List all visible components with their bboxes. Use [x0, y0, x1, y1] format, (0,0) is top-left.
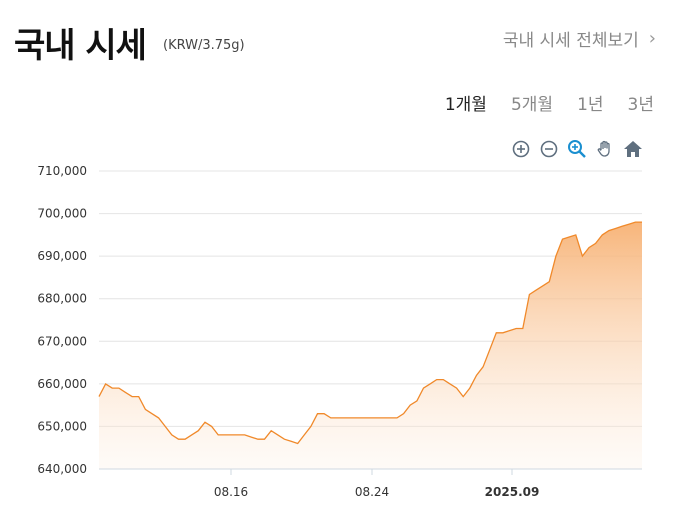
- home-icon[interactable]: [622, 138, 644, 160]
- tab-5-months[interactable]: 5개월: [510, 95, 554, 115]
- y-tick-label: 640,000: [37, 462, 87, 476]
- y-tick-label: 700,000: [37, 207, 87, 221]
- y-tick-label: 710,000: [37, 164, 87, 178]
- x-tick-label: 08.16: [214, 485, 248, 499]
- tab-1-month[interactable]: 1개월: [444, 95, 487, 115]
- x-tick-layer: 08.16 08.24 2025.09: [214, 469, 540, 499]
- price-area-fill: [99, 222, 642, 469]
- unit-label: (KRW/3.75g): [163, 38, 245, 53]
- y-tick-label: 660,000: [37, 377, 87, 391]
- tab-3-years[interactable]: 3년: [627, 95, 654, 115]
- y-tick-label: 690,000: [37, 249, 87, 263]
- chevron-right-icon: ›: [648, 28, 656, 49]
- y-tick-label: 680,000: [37, 292, 87, 306]
- tab-1-year[interactable]: 1년: [577, 95, 604, 115]
- price-chart: 08.16 08.24 2025.09 710,000 700,000 690,000 6…: [37, 164, 642, 499]
- view-all-label: 국내 시세 전체보기: [502, 31, 639, 51]
- y-tick-layer: 710,000 700,000 690,000 680,000 670,000 660,0…: [37, 164, 87, 476]
- chart-toolbar: [510, 138, 644, 160]
- y-tick-label: 650,000: [37, 419, 87, 433]
- x-tick-label: 08.24: [355, 485, 389, 499]
- y-tick-label: 670,000: [37, 334, 87, 348]
- x-tick-label: 2025.09: [485, 485, 540, 499]
- pan-hand-icon[interactable]: [594, 138, 616, 160]
- zoom-in-icon[interactable]: [510, 138, 532, 160]
- zoom-select-icon[interactable]: [566, 138, 588, 160]
- page-title: 국내 시세: [14, 26, 147, 66]
- period-tabs: 1개월 5개월 1년 3년: [445, 90, 654, 115]
- zoom-out-icon[interactable]: [538, 138, 560, 160]
- price-line: [98, 221, 642, 445]
- view-all-link[interactable]: 국내 시세 전체보기 ›: [503, 26, 656, 51]
- area-layer: [98, 221, 642, 469]
